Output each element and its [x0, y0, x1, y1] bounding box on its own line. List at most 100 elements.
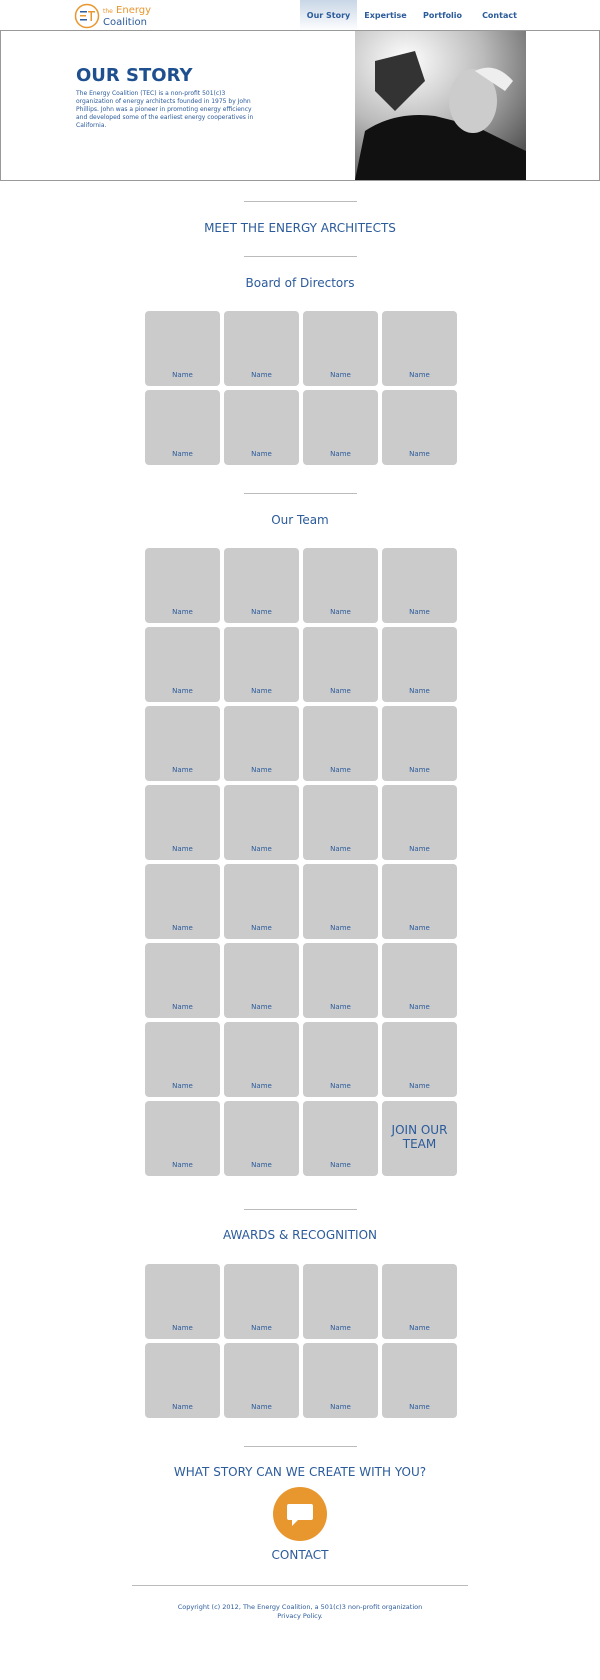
- person-card[interactable]: Name: [145, 706, 220, 781]
- person-card[interactable]: Name: [382, 706, 457, 781]
- person-card[interactable]: Name: [382, 943, 457, 1018]
- person-card[interactable]: Name: [303, 1022, 378, 1097]
- person-card[interactable]: Name: [303, 1264, 378, 1339]
- person-name: Name: [251, 1082, 272, 1090]
- person-name: Name: [251, 450, 272, 458]
- person-card[interactable]: Name: [224, 943, 299, 1018]
- logo[interactable]: the Energy Coalition: [103, 5, 151, 28]
- section-title: AWARDS & RECOGNITION: [222, 1228, 377, 1242]
- person-name: Name: [251, 687, 272, 695]
- person-card[interactable]: Name: [224, 390, 299, 465]
- person-card[interactable]: Name: [303, 706, 378, 781]
- person-card[interactable]: Name: [224, 627, 299, 702]
- person-name: Name: [330, 924, 351, 932]
- person-name: Name: [172, 1003, 193, 1011]
- join-card[interactable]: JOIN OUR TEAM: [382, 1101, 457, 1176]
- section-title: Board of Directors: [245, 276, 355, 290]
- person-name: Name: [409, 1082, 430, 1090]
- person-name: Name: [172, 608, 193, 616]
- person-card[interactable]: Name: [145, 943, 220, 1018]
- divider: [244, 256, 357, 257]
- person-name: Name: [172, 766, 193, 774]
- person-card[interactable]: Name: [145, 1343, 220, 1418]
- person-card[interactable]: Name: [382, 390, 457, 465]
- person-card[interactable]: Name: [224, 1022, 299, 1097]
- nav-link[interactable]: Portfolio: [422, 11, 463, 20]
- person-name: Name: [172, 845, 193, 853]
- person-card[interactable]: Name: [145, 627, 220, 702]
- person-name: Name: [251, 924, 272, 932]
- privacy-link[interactable]: Privacy Policy.: [277, 1612, 323, 1620]
- person-card[interactable]: Name: [382, 311, 457, 386]
- logo-icon: [74, 3, 100, 29]
- logo-line2: Coalition: [103, 17, 147, 28]
- logo-line1: Energy: [116, 5, 152, 16]
- person-name: Name: [330, 845, 351, 853]
- person-card[interactable]: Name: [224, 1101, 299, 1176]
- divider: [244, 201, 357, 202]
- person-card[interactable]: Name: [145, 785, 220, 860]
- person-card[interactable]: Name: [224, 785, 299, 860]
- person-card[interactable]: Name: [145, 390, 220, 465]
- divider: [244, 1446, 357, 1447]
- person-card[interactable]: Name: [382, 1343, 457, 1418]
- person-card[interactable]: Name: [224, 706, 299, 781]
- person-card[interactable]: Name: [303, 864, 378, 939]
- person-name: Name: [330, 1324, 351, 1332]
- person-card[interactable]: Name: [224, 1264, 299, 1339]
- person-card[interactable]: Name: [303, 548, 378, 623]
- person-name: Name: [330, 1161, 351, 1169]
- person-card[interactable]: Name: [303, 311, 378, 386]
- nav-link[interactable]: Expertise: [364, 11, 407, 20]
- person-card[interactable]: Name: [145, 1022, 220, 1097]
- person-card[interactable]: Name: [145, 311, 220, 386]
- person-name: Name: [330, 1003, 351, 1011]
- hero-title: OUR STORY: [76, 65, 193, 86]
- person-name: Name: [251, 845, 272, 853]
- nav-link[interactable]: Contact: [482, 11, 517, 20]
- person-card[interactable]: Name: [303, 627, 378, 702]
- person-card[interactable]: Name: [145, 548, 220, 623]
- hero-text: The Energy Coalition (TEC) is a non-prof…: [76, 90, 254, 129]
- person-name: Name: [330, 1403, 351, 1411]
- person-card[interactable]: Name: [382, 864, 457, 939]
- divider: [244, 1209, 357, 1210]
- logo-small: the: [103, 8, 113, 15]
- person-name: Name: [409, 450, 430, 458]
- person-card[interactable]: Name: [382, 627, 457, 702]
- person-name: Name: [251, 1161, 272, 1169]
- person-card[interactable]: Name: [145, 1264, 220, 1339]
- person-card[interactable]: Name: [382, 785, 457, 860]
- person-card[interactable]: Name: [145, 864, 220, 939]
- person-card[interactable]: Name: [382, 548, 457, 623]
- nav-link[interactable]: Our Story: [300, 0, 357, 31]
- person-name: Name: [330, 608, 351, 616]
- contact-label[interactable]: CONTACT: [271, 1548, 329, 1562]
- person-name: Name: [251, 608, 272, 616]
- person-name: Name: [172, 1324, 193, 1332]
- person-card[interactable]: Name: [224, 311, 299, 386]
- person-name: Name: [330, 1082, 351, 1090]
- person-name: Name: [172, 687, 193, 695]
- person-card[interactable]: Name: [303, 1343, 378, 1418]
- person-card[interactable]: Name: [303, 943, 378, 1018]
- hero: OUR STORY The Energy Coalition (TEC) is …: [0, 30, 600, 181]
- person-card[interactable]: Name: [224, 864, 299, 939]
- person-card[interactable]: Name: [303, 1101, 378, 1176]
- person-card[interactable]: Name: [224, 1343, 299, 1418]
- person-name: Name: [172, 371, 193, 379]
- person-card[interactable]: Name: [303, 390, 378, 465]
- person-name: Name: [330, 450, 351, 458]
- person-name: Name: [409, 1003, 430, 1011]
- person-card[interactable]: Name: [382, 1264, 457, 1339]
- contact-button[interactable]: [273, 1487, 327, 1541]
- person-card[interactable]: Name: [303, 785, 378, 860]
- footer-divider: [132, 1585, 468, 1586]
- section-title: Our Team: [271, 513, 329, 527]
- person-name: Name: [251, 1003, 272, 1011]
- hero-photo: [355, 31, 526, 180]
- person-card[interactable]: Name: [145, 1101, 220, 1176]
- person-card[interactable]: Name: [224, 548, 299, 623]
- person-name: Name: [409, 1324, 430, 1332]
- person-card[interactable]: Name: [382, 1022, 457, 1097]
